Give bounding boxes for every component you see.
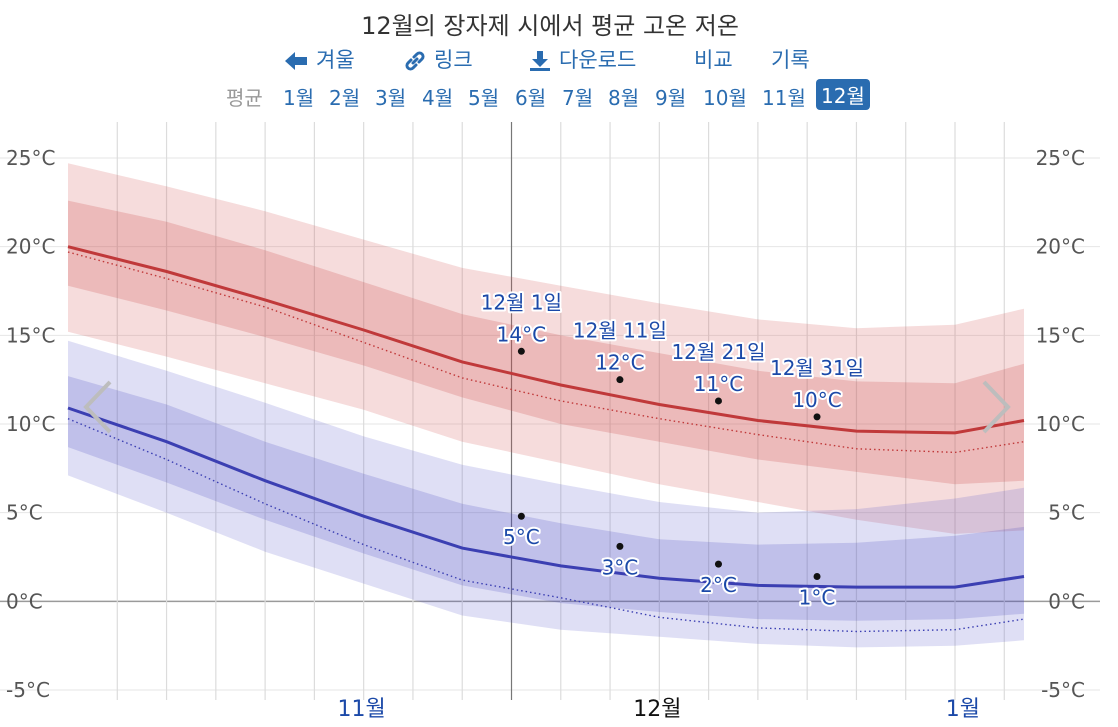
annotations: 12월 1일 14°C 5°C 12월 11일 12°C 3°C 12월 21일 11°C 2°… (479, 288, 866, 611)
high-point (616, 376, 624, 384)
back-link[interactable]: 겨울 (284, 44, 355, 74)
chevron-right-icon[interactable] (982, 380, 1011, 434)
history-link[interactable]: 기록 (771, 48, 810, 72)
month-2[interactable]: 2월 (329, 86, 361, 110)
xtick-month-label: 11월 (338, 697, 386, 722)
ytick-label-left: 5°C (6, 501, 43, 525)
annotation-high: 11°C (694, 372, 743, 396)
ytick-label-right: -5°C (1041, 678, 1085, 702)
xtick-month-label: 12월 (633, 697, 681, 722)
ytick-label-left: 10°C (6, 412, 55, 436)
link-label: 링크 (434, 48, 473, 72)
ytick-label-left: 20°C (6, 235, 55, 259)
nav-arrows[interactable] (83, 380, 1011, 434)
annotation-high: 14°C (497, 322, 546, 346)
ytick-label-right: 20°C (1036, 235, 1085, 259)
link-icon (404, 50, 426, 72)
low-point (616, 542, 624, 550)
xtick-month-label: 1월 (946, 697, 980, 722)
month-4[interactable]: 4월 (422, 86, 454, 110)
bands (68, 163, 1024, 648)
back-label: 겨울 (316, 48, 355, 72)
download-button[interactable]: 다운로드 (529, 44, 636, 74)
high-point (714, 397, 722, 405)
annotation-date: 12월 21일 (671, 340, 765, 364)
band-p10-p90-1 (68, 340, 1024, 648)
chevron-left-icon[interactable] (83, 380, 112, 434)
month-3[interactable]: 3월 (375, 86, 407, 110)
ytick-label-right: 5°C (1048, 501, 1085, 525)
annotation-date: 12월 31일 (770, 356, 864, 380)
average-label: 평균 (226, 86, 263, 110)
annotation-low: 3°C (602, 555, 639, 579)
annotation-low: 5°C (503, 525, 540, 549)
download-icon (529, 50, 551, 72)
ytick-label-left: 25°C (6, 146, 55, 170)
page-title: 12월의 장자제 시에서 평균 고온 저온 (361, 12, 739, 40)
annotation-high: 10°C (792, 388, 841, 412)
series-lines (67, 245, 1025, 633)
high-point (813, 413, 821, 421)
ytick-label-right: 0°C (1048, 589, 1085, 613)
band-p25-p75-1 (68, 376, 1024, 621)
ytick-label-right: 10°C (1036, 412, 1085, 436)
annotation-date: 12월 1일 (481, 290, 562, 314)
ytick-label-left: 0°C (6, 589, 43, 613)
month-12[interactable]: 12월 (816, 79, 870, 110)
month-selector: 평균 1월 2월 3월 4월 5월 6월 7월 8월 9월 10월 11월 12… (0, 78, 1100, 114)
month-5[interactable]: 5월 (468, 86, 500, 110)
month-11[interactable]: 11월 (762, 86, 806, 110)
nav-bar: 겨울 링크 다운로드 비교 기록 (0, 44, 1100, 76)
high-point (517, 347, 525, 355)
band-p10-p90-0 (68, 163, 1024, 534)
annotation-date: 12월 11일 (573, 319, 667, 343)
ytick-label-right: 25°C (1036, 146, 1085, 170)
low-point (813, 573, 821, 581)
mean-line-1 (67, 406, 1025, 589)
ytick-label-left: -5°C (6, 678, 50, 702)
month-7[interactable]: 7월 (562, 86, 594, 110)
compare-link[interactable]: 비교 (694, 48, 733, 72)
mean-line-0 (67, 245, 1025, 435)
annotation-high: 12°C (595, 351, 644, 375)
annotation-low: 2°C (700, 573, 737, 597)
grid (0, 122, 1100, 700)
ytick-label-right: 15°C (1036, 323, 1085, 347)
low-point (714, 560, 722, 568)
download-label: 다운로드 (559, 48, 637, 72)
ytick-label-left: 15°C (6, 323, 55, 347)
axes: 25°C 25°C 20°C 20°C 15°C 15°C 10°C 10°C 5°C 5°C 0°… (6, 146, 1085, 722)
link-button[interactable]: 링크 (404, 44, 473, 74)
month-6[interactable]: 6월 (515, 86, 547, 110)
month-8[interactable]: 8월 (608, 86, 640, 110)
month-1[interactable]: 1월 (283, 86, 315, 110)
arrow-left-icon (284, 51, 308, 71)
month-10[interactable]: 10월 (703, 86, 747, 110)
low-point (517, 512, 525, 520)
band-p25-p75-0 (68, 200, 1024, 485)
annotation-low: 1°C (799, 586, 836, 610)
month-9[interactable]: 9월 (655, 86, 687, 110)
